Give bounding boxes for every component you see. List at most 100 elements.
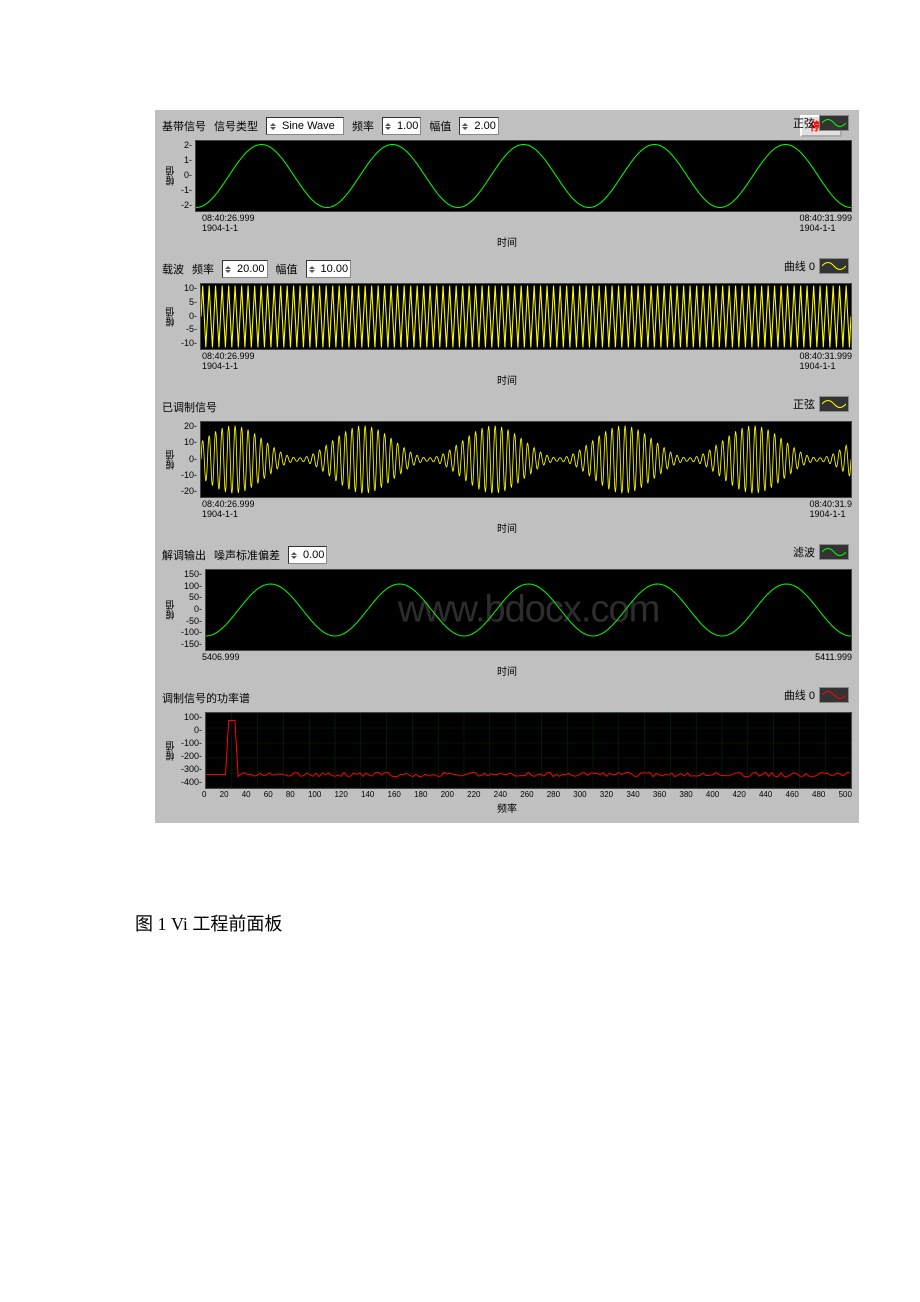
carrier-legend: 曲线 0 bbox=[784, 258, 849, 274]
spinner-icon bbox=[270, 118, 280, 134]
signal-type-value: Sine Wave bbox=[282, 120, 335, 132]
carrier-freq-input[interactable]: 20.00 bbox=[222, 260, 268, 278]
demod-chart: 幅值 150-100-50-0--50--100--150- www.bdocx… bbox=[162, 569, 852, 651]
x-axis-label: 时间 bbox=[162, 662, 852, 678]
carrier-amp-input[interactable]: 10.00 bbox=[306, 260, 352, 278]
x-tick-left2: 1904-1-1 bbox=[202, 509, 255, 519]
baseband-amp-value: 2.00 bbox=[474, 120, 495, 132]
x-tick-left2: 1904-1-1 bbox=[202, 223, 255, 233]
x-tick-right: 08:40:31.999 bbox=[799, 213, 852, 223]
modulated-plot[interactable] bbox=[200, 421, 852, 498]
spectrum-section: 调制信号的功率谱 曲线 0 幅值 100-0--100--200--300--4… bbox=[157, 684, 857, 818]
baseband-chart: 幅值 2-1-0--1--2- bbox=[162, 140, 852, 212]
baseband-legend: 正弦 bbox=[793, 115, 849, 131]
x-axis-label: 时间 bbox=[162, 519, 852, 535]
demod-toolbar: 解调输出 噪声标准偏差 0.00 bbox=[162, 544, 852, 566]
spectrum-toolbar: 调制信号的功率谱 bbox=[162, 687, 852, 709]
x-tick-left: 5406.999 bbox=[202, 652, 240, 662]
x-axis: 08:40:26.9991904-1-1 08:40:31.9991904-1-… bbox=[162, 350, 852, 371]
x-tick-right2: 1904-1-1 bbox=[799, 223, 852, 233]
modulated-title: 已调制信号 bbox=[162, 399, 217, 415]
x-tick-right2: 1904-1-1 bbox=[809, 509, 852, 519]
y-ticks: 2-1-0--1--2- bbox=[181, 140, 195, 210]
x-axis: 5406.999 5411.999 bbox=[162, 651, 852, 662]
y-axis-label: 幅值 bbox=[162, 741, 181, 761]
carrier-chart: 幅值 10-5-0--5--10- bbox=[162, 283, 852, 350]
carrier-freq-value: 20.00 bbox=[237, 263, 265, 275]
baseband-freq-value: 1.00 bbox=[397, 120, 418, 132]
legend-swatch bbox=[819, 258, 849, 274]
y-axis-label: 幅值 bbox=[162, 166, 181, 186]
x-axis: 08:40:26.9991904-1-1 08:40:31.91904-1-1 bbox=[162, 498, 852, 519]
y-ticks: 150-100-50-0--50--100--150- bbox=[181, 569, 205, 649]
carrier-amp-label: 幅值 bbox=[276, 261, 298, 277]
y-axis-label: 幅值 bbox=[162, 600, 181, 620]
spinner-icon bbox=[225, 261, 235, 277]
demod-section: 解调输出 噪声标准偏差 0.00 滤波 幅值 150-100-50-0--50-… bbox=[157, 541, 857, 681]
carrier-plot[interactable] bbox=[200, 283, 852, 350]
spinner-icon bbox=[385, 118, 395, 134]
baseband-freq-label: 频率 bbox=[352, 118, 374, 134]
legend-label: 正弦 bbox=[793, 115, 815, 131]
spinner-icon bbox=[309, 261, 319, 277]
x-tick-left: 08:40:26.999 bbox=[202, 351, 255, 361]
baseband-amp-input[interactable]: 2.00 bbox=[459, 117, 498, 135]
y-axis-label: 幅值 bbox=[162, 450, 181, 470]
baseband-amp-label: 幅值 bbox=[429, 118, 451, 134]
modulated-section: 已调制信号 正弦 幅值 20-10-0--10--20- 08:40:26.99… bbox=[157, 393, 857, 538]
baseband-toolbar: 基带信号 信号类型 Sine Wave 频率 1.00 幅值 2.00 停止 bbox=[162, 115, 852, 137]
modulated-toolbar: 已调制信号 bbox=[162, 396, 852, 418]
x-tick-right: 08:40:31.9 bbox=[809, 499, 852, 509]
noise-value: 0.00 bbox=[303, 549, 324, 561]
x-axis-label: 时间 bbox=[162, 371, 852, 387]
spectrum-chart: 幅值 100-0--100--200--300--400- bbox=[162, 712, 852, 789]
figure-caption: 图 1 Vi 工程前面板 bbox=[135, 910, 282, 936]
x-tick-left: 08:40:26.999 bbox=[202, 213, 255, 223]
legend-swatch bbox=[819, 544, 849, 560]
spinner-icon bbox=[462, 118, 472, 134]
legend-label: 正弦 bbox=[793, 396, 815, 412]
legend-label: 滤波 bbox=[793, 544, 815, 560]
baseband-section: 基带信号 信号类型 Sine Wave 频率 1.00 幅值 2.00 停止 bbox=[157, 112, 857, 252]
spectrum-title: 调制信号的功率谱 bbox=[162, 690, 250, 706]
baseband-title: 基带信号 bbox=[162, 118, 206, 134]
spinner-icon bbox=[291, 547, 301, 563]
x-axis-label: 时间 bbox=[162, 233, 852, 249]
spectrum-plot[interactable] bbox=[205, 712, 852, 789]
carrier-title: 载波 bbox=[162, 261, 184, 277]
modulated-chart: 幅值 20-10-0--10--20- bbox=[162, 421, 852, 498]
legend-swatch bbox=[819, 396, 849, 412]
signal-type-label: 信号类型 bbox=[214, 118, 258, 134]
baseband-freq-input[interactable]: 1.00 bbox=[382, 117, 421, 135]
x-tick-right: 08:40:31.999 bbox=[799, 351, 852, 361]
signal-type-select[interactable]: Sine Wave bbox=[266, 117, 344, 135]
demod-legend: 滤波 bbox=[793, 544, 849, 560]
demod-plot[interactable]: www.bdocx.com bbox=[205, 569, 852, 651]
legend-label: 曲线 0 bbox=[784, 687, 815, 703]
legend-swatch bbox=[819, 115, 849, 131]
x-tick-left2: 1904-1-1 bbox=[202, 361, 255, 371]
legend-swatch bbox=[819, 687, 849, 703]
x-axis-label: 频率 bbox=[162, 799, 852, 815]
y-ticks: 20-10-0--10--20- bbox=[181, 421, 200, 496]
x-tick-right2: 1904-1-1 bbox=[799, 361, 852, 371]
modulated-legend: 正弦 bbox=[793, 396, 849, 412]
carrier-section: 载波 频率 20.00 幅值 10.00 曲线 0 幅值 10-5-0--5--… bbox=[157, 255, 857, 390]
carrier-freq-label: 频率 bbox=[192, 261, 214, 277]
baseband-plot[interactable] bbox=[195, 140, 852, 212]
legend-label: 曲线 0 bbox=[784, 258, 815, 274]
noise-label: 噪声标准偏差 bbox=[214, 547, 280, 563]
y-ticks: 100-0--100--200--300--400- bbox=[181, 712, 205, 787]
x-axis: 08:40:26.9991904-1-1 08:40:31.9991904-1-… bbox=[162, 212, 852, 233]
x-axis: 0204060801001201401601802002202402602803… bbox=[162, 789, 852, 799]
carrier-amp-value: 10.00 bbox=[321, 263, 349, 275]
y-ticks: 10-5-0--5--10- bbox=[181, 283, 200, 348]
x-tick-left: 08:40:26.999 bbox=[202, 499, 255, 509]
y-axis-label: 幅值 bbox=[162, 307, 181, 327]
x-tick-right: 5411.999 bbox=[815, 652, 852, 662]
spectrum-legend: 曲线 0 bbox=[784, 687, 849, 703]
carrier-toolbar: 载波 频率 20.00 幅值 10.00 bbox=[162, 258, 852, 280]
vi-front-panel: 基带信号 信号类型 Sine Wave 频率 1.00 幅值 2.00 停止 bbox=[155, 110, 859, 823]
demod-title: 解调输出 bbox=[162, 547, 206, 563]
noise-input[interactable]: 0.00 bbox=[288, 546, 327, 564]
